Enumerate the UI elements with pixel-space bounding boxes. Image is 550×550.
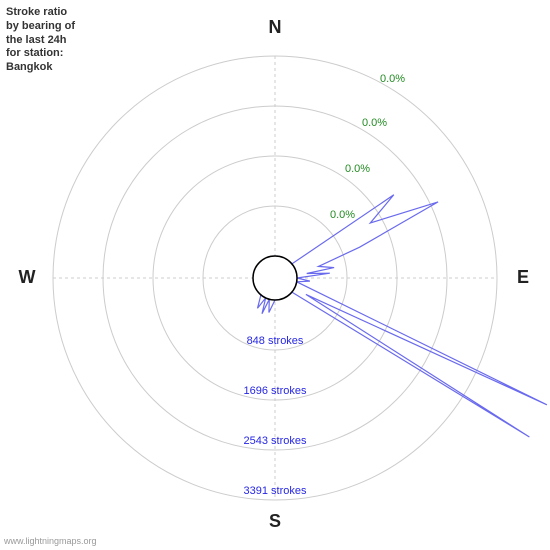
footer-attribution: www.lightningmaps.org <box>4 536 97 546</box>
stroke-count-label-3: 3391 strokes <box>244 485 307 497</box>
polar-chart: N E S W 0.0% 0.0% 0.0% 0.0% 848 strokes 1696 st… <box>0 0 550 550</box>
center-circle <box>253 256 297 300</box>
stroke-count-label-0: 848 strokes <box>247 335 304 347</box>
compass-n: N <box>269 17 282 37</box>
percent-label-3: 0.0% <box>380 73 405 85</box>
percent-label-2: 0.0% <box>362 117 387 129</box>
stroke-count-label-1: 1696 strokes <box>244 385 307 397</box>
percent-label-0: 0.0% <box>330 209 355 221</box>
compass-e: E <box>517 267 529 287</box>
percent-label-1: 0.0% <box>345 163 370 175</box>
compass-w: W <box>19 267 36 287</box>
rose-polygon <box>253 195 547 437</box>
stroke-count-label-2: 2543 strokes <box>244 435 307 447</box>
compass-s: S <box>269 511 281 531</box>
